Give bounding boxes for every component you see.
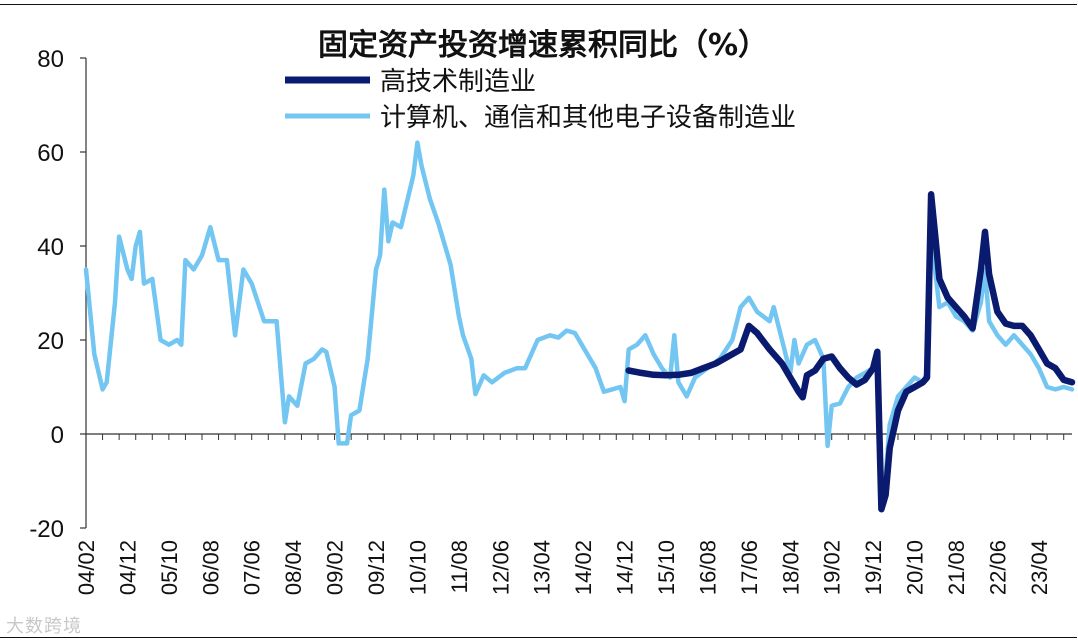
y-tick-label: 20 [37,328,64,355]
x-tick-label: 13/04 [530,540,555,595]
x-tick-label: 12/06 [488,540,513,595]
chart-title: 固定资产投资增速累积同比（%） [318,28,768,63]
x-tick-label: 06/08 [198,540,223,595]
axes: -20 0 20 40 60 80 04/02 04/12 05/10 06/08 07/06 08/… [29,46,1072,595]
x-tick-label: 04/12 [115,540,140,595]
series-group [83,140,1076,513]
x-tick-label: 09/12 [364,540,389,595]
legend-label-electronics: 计算机、通信和其他电子设备制造业 [380,103,796,133]
x-tick-label: 22/06 [985,540,1010,595]
x-tick-label: 09/02 [323,540,348,595]
x-tick-label: 05/10 [157,540,182,595]
x-tick-label: 15/10 [654,540,679,595]
x-tick-label: 18/04 [778,540,803,595]
legend-label-high-tech: 高技术制造业 [380,67,536,97]
x-tick-label: 21/08 [944,540,969,595]
x-tick-label: 23/04 [1027,540,1052,595]
y-tick-label: 80 [37,46,64,73]
legend: 高技术制造业 计算机、通信和其他电子设备制造业 [285,67,796,133]
x-tick-label: 08/04 [281,540,306,595]
x-tick-label: 19/02 [820,540,845,595]
y-tick-label: -20 [29,516,64,543]
x-tick-label: 10/10 [405,540,430,595]
series-line-electronics [83,140,1075,488]
y-tick-label: 60 [37,140,64,167]
x-tick-label: 07/06 [240,540,265,595]
watermark: 大数跨境 [6,616,82,637]
y-tick-label: 0 [51,422,64,449]
x-tick-label: 19/12 [861,540,886,595]
x-tick-label: 20/10 [903,540,928,595]
x-tick-label: 14/12 [613,540,638,595]
x-tick-label: 04/02 [74,540,99,595]
y-tick-label: 40 [37,234,64,261]
chart-frame [0,4,1077,638]
x-tick-label: 17/06 [737,540,762,595]
x-tick-label: 16/08 [695,540,720,595]
series-line-high-tech [625,191,1076,513]
x-tick-label: 11/08 [447,540,472,593]
x-tick-label: 14/02 [571,540,596,595]
